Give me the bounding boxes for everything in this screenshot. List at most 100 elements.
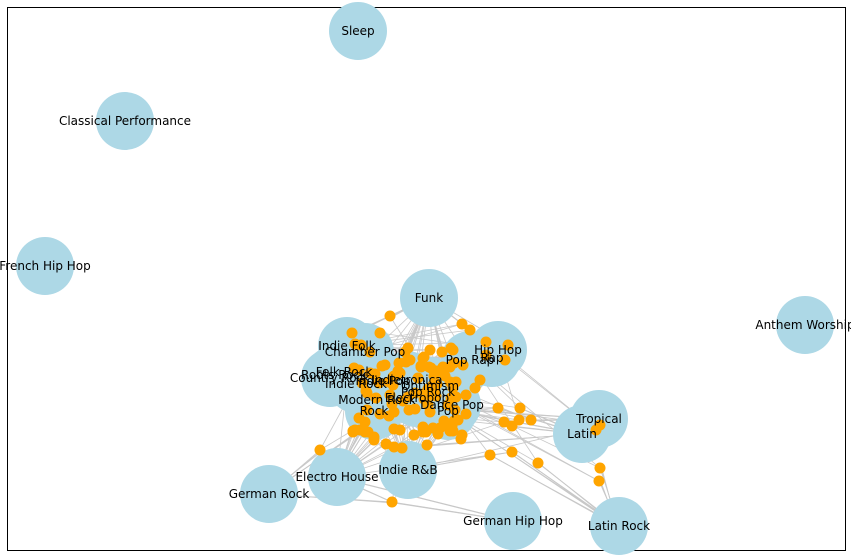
artist-node[interactable] bbox=[469, 382, 481, 394]
genre-node-latin-rock[interactable] bbox=[590, 497, 648, 555]
artist-node[interactable] bbox=[353, 412, 365, 424]
plot-frame bbox=[7, 7, 846, 551]
artist-node[interactable] bbox=[417, 421, 429, 433]
genre-node-french-hip-hop[interactable] bbox=[16, 237, 74, 295]
artist-node[interactable] bbox=[594, 462, 606, 474]
artist-node[interactable] bbox=[445, 342, 457, 354]
genre-node-sleep[interactable] bbox=[329, 2, 387, 60]
artist-node[interactable] bbox=[373, 377, 385, 389]
artist-node[interactable] bbox=[474, 374, 486, 386]
artist-node[interactable] bbox=[376, 360, 388, 372]
artist-node[interactable] bbox=[364, 346, 376, 358]
genre-label-modern-rock: Modern Rock bbox=[338, 393, 416, 407]
artist-node[interactable] bbox=[417, 388, 429, 400]
artist-node[interactable] bbox=[418, 351, 430, 363]
artist-node[interactable] bbox=[396, 442, 408, 454]
genre-label-optimism: Optimism bbox=[401, 379, 459, 393]
genre-label-sleep: Sleep bbox=[341, 24, 374, 38]
genre-label-indietronica: Indietronica bbox=[371, 373, 442, 387]
artist-node[interactable] bbox=[400, 356, 412, 368]
artist-node[interactable] bbox=[455, 433, 467, 445]
artist-node[interactable] bbox=[402, 342, 414, 354]
artist-node[interactable] bbox=[359, 426, 371, 438]
genre-label-pop: Pop bbox=[437, 404, 459, 418]
artist-node[interactable] bbox=[432, 428, 444, 440]
artist-node[interactable] bbox=[480, 336, 492, 348]
genre-label-german-hip-hop: German Hip Hop bbox=[463, 514, 563, 528]
artist-node[interactable] bbox=[409, 403, 421, 415]
genre-label-indie-rock: Indie Rock bbox=[325, 377, 387, 391]
genre-label-anthem-worship: Anthem Worship bbox=[755, 318, 851, 332]
artist-node[interactable] bbox=[370, 392, 382, 404]
artist-node[interactable] bbox=[392, 365, 404, 377]
genre-label-french-hip-hop: French Hip Hop bbox=[0, 259, 91, 273]
artist-node[interactable] bbox=[460, 408, 472, 420]
artist-node[interactable] bbox=[383, 376, 395, 388]
artist-node[interactable] bbox=[421, 439, 433, 451]
artist-node[interactable] bbox=[448, 357, 460, 369]
artist-node[interactable] bbox=[402, 391, 414, 403]
artist-node[interactable] bbox=[514, 402, 526, 414]
artist-node[interactable] bbox=[444, 376, 456, 388]
genre-node-german-hip-hop[interactable] bbox=[484, 492, 542, 550]
genre-node-electro-house[interactable] bbox=[308, 448, 366, 506]
artist-node[interactable] bbox=[502, 339, 514, 351]
artist-node[interactable] bbox=[593, 475, 605, 487]
genre-label-dance-pop: Dance Pop bbox=[420, 398, 484, 412]
artist-node[interactable] bbox=[594, 419, 606, 431]
artist-node[interactable] bbox=[346, 327, 358, 339]
artist-node[interactable] bbox=[460, 389, 472, 401]
artist-node[interactable] bbox=[374, 327, 386, 339]
artist-node[interactable] bbox=[436, 346, 448, 358]
genre-label-pop-rock: Pop Rock bbox=[401, 385, 455, 399]
genre-node-funk[interactable] bbox=[400, 269, 458, 327]
artist-node-layer bbox=[314, 310, 606, 508]
artist-node[interactable] bbox=[355, 339, 367, 351]
artist-node[interactable] bbox=[384, 310, 396, 322]
artist-node[interactable] bbox=[464, 324, 476, 336]
artist-node[interactable] bbox=[412, 372, 424, 384]
artist-node[interactable] bbox=[480, 349, 492, 361]
artist-node[interactable] bbox=[427, 379, 439, 391]
artist-node[interactable] bbox=[428, 370, 440, 382]
genre-node-classical-performance[interactable] bbox=[96, 92, 154, 150]
artist-node[interactable] bbox=[492, 402, 504, 414]
artist-node[interactable] bbox=[408, 429, 420, 441]
artist-node[interactable] bbox=[457, 359, 469, 371]
artist-node[interactable] bbox=[444, 420, 456, 432]
artist-node[interactable] bbox=[499, 354, 511, 366]
artist-node[interactable] bbox=[386, 496, 398, 508]
artist-node[interactable] bbox=[349, 424, 361, 436]
artist-node[interactable] bbox=[484, 449, 496, 461]
artist-node[interactable] bbox=[456, 318, 468, 330]
artist-node[interactable] bbox=[374, 408, 386, 420]
label-layer: Sleep Classical Performance French Hip Hop… bbox=[0, 24, 851, 533]
artist-node[interactable] bbox=[525, 414, 537, 426]
artist-node[interactable] bbox=[513, 414, 525, 426]
genre-node-indie-randb[interactable] bbox=[379, 441, 437, 499]
genre-label-roots-rock: Roots Rock bbox=[301, 368, 367, 382]
genre-label-pop-rap: Pop Rap bbox=[446, 353, 495, 367]
artist-node[interactable] bbox=[386, 398, 398, 410]
artist-node[interactable] bbox=[388, 423, 400, 435]
artist-node[interactable] bbox=[415, 360, 427, 372]
artist-node[interactable] bbox=[424, 406, 436, 418]
genre-node-anthem-worship[interactable] bbox=[776, 296, 834, 354]
artist-node[interactable] bbox=[445, 392, 457, 404]
genre-node-latin[interactable] bbox=[553, 405, 611, 463]
artist-node[interactable] bbox=[384, 389, 396, 401]
genre-node-german-rock[interactable] bbox=[240, 465, 298, 523]
genre-label-funk: Funk bbox=[415, 291, 443, 305]
artist-node[interactable] bbox=[532, 457, 544, 469]
artist-node[interactable] bbox=[388, 441, 400, 453]
genre-label-latin-rock: Latin Rock bbox=[588, 519, 650, 533]
artist-node[interactable] bbox=[368, 431, 380, 443]
artist-node[interactable] bbox=[348, 362, 360, 374]
artist-node[interactable] bbox=[360, 385, 372, 397]
artist-node[interactable] bbox=[314, 444, 326, 456]
artist-node[interactable] bbox=[506, 446, 518, 458]
artist-node[interactable] bbox=[423, 361, 435, 373]
artist-node[interactable] bbox=[361, 404, 373, 416]
artist-node[interactable] bbox=[369, 368, 381, 380]
